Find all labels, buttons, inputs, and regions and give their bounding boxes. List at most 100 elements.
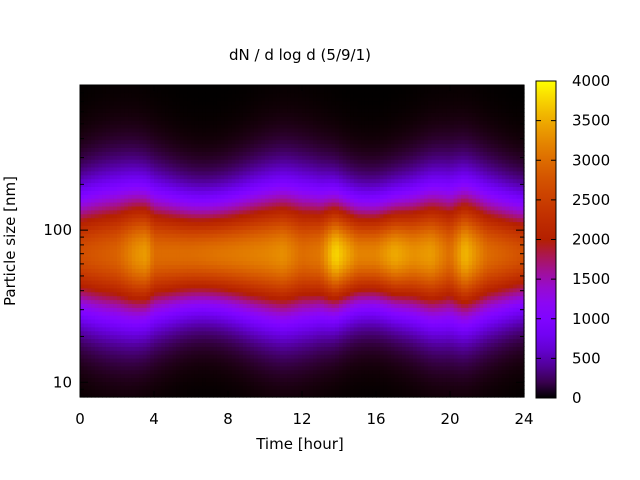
heatmap-cell [172, 346, 177, 351]
heatmap-cell [191, 264, 196, 269]
heatmap-cell [294, 354, 299, 359]
heatmap-cell [102, 124, 107, 129]
heatmap-cell [94, 299, 100, 304]
heatmap-cell [83, 299, 88, 304]
heatmap-cell [283, 291, 288, 297]
heatmap-cell [80, 377, 85, 382]
heatmap-cell [213, 178, 218, 184]
heatmap-cell [176, 233, 181, 238]
heatmap-cell [146, 311, 151, 316]
heatmap-cell [91, 276, 96, 281]
heatmap-cell [216, 213, 222, 219]
heatmap-cell [228, 120, 233, 125]
heatmap-cell [124, 244, 129, 250]
heatmap-cell [187, 225, 192, 230]
heatmap-cell [120, 326, 125, 332]
heatmap-cell [109, 186, 114, 191]
heatmap-cell [161, 190, 166, 195]
heatmap-cell [176, 194, 181, 199]
heatmap-cell [161, 178, 166, 184]
heatmap-cell [168, 131, 174, 137]
heatmap-cell [253, 186, 259, 191]
heatmap-cell [253, 358, 259, 363]
heatmap-cell [294, 295, 299, 301]
heatmap-cell [287, 135, 292, 141]
heatmap-cell [176, 330, 181, 336]
heatmap-cell [191, 322, 196, 328]
heatmap-cell [191, 354, 196, 359]
heatmap-cell [102, 315, 107, 320]
heatmap-cell [257, 268, 262, 273]
heatmap-cell [213, 233, 218, 238]
heatmap-cell [294, 244, 299, 250]
heatmap-cell [105, 124, 111, 129]
heatmap-cell [120, 229, 125, 234]
heatmap-cell [179, 373, 185, 379]
heatmap-cell [198, 209, 203, 215]
heatmap-cell [290, 233, 296, 238]
heatmap-cell [253, 213, 259, 219]
heatmap-cell [150, 127, 155, 133]
heatmap-cell [131, 264, 137, 269]
heatmap-cell [150, 178, 155, 184]
heatmap-cell [87, 186, 92, 191]
heatmap-cell [165, 303, 170, 308]
heatmap-cell [283, 85, 288, 90]
heatmap-cell [287, 322, 292, 328]
heatmap-cell [216, 252, 222, 258]
heatmap-cell [105, 96, 111, 102]
heatmap-cell [242, 124, 248, 129]
heatmap-cell [131, 209, 137, 215]
heatmap-cell [102, 198, 107, 203]
heatmap-cell [242, 233, 248, 238]
heatmap-cell [128, 198, 133, 203]
heatmap-cell [117, 127, 122, 133]
heatmap-cell [83, 272, 88, 277]
heatmap-cell [142, 389, 148, 394]
heatmap-cell [302, 163, 307, 168]
heatmap-cell [91, 100, 96, 106]
heatmap-cell [294, 112, 299, 117]
heatmap-cell [209, 229, 214, 234]
heatmap-cell [120, 131, 125, 137]
heatmap-cell [117, 155, 122, 160]
heatmap-cell [298, 350, 303, 355]
heatmap-cell [142, 287, 148, 293]
heatmap-cell [135, 358, 140, 363]
heatmap-cell [139, 322, 144, 328]
heatmap-cell [179, 307, 185, 312]
heatmap-cell [146, 338, 151, 343]
heatmap-cell [220, 319, 225, 324]
heatmap-cell [294, 190, 299, 195]
heatmap-cell [216, 303, 222, 308]
heatmap-cell [216, 295, 222, 301]
heatmap-cell [183, 237, 188, 242]
heatmap-cell [257, 96, 262, 102]
heatmap-cell [183, 151, 188, 156]
heatmap-cell [220, 311, 225, 316]
heatmap-cell [257, 166, 262, 172]
heatmap-cell [205, 393, 211, 398]
heatmap-cell [261, 202, 266, 207]
heatmap-cell [194, 88, 199, 94]
heatmap-cell [250, 213, 255, 219]
heatmap-cell [253, 241, 259, 246]
heatmap-cell [157, 291, 162, 297]
heatmap-cell [272, 182, 277, 187]
heatmap-cell [165, 389, 170, 394]
heatmap-cell [124, 268, 129, 273]
heatmap-cell [139, 96, 144, 102]
heatmap-cell [168, 248, 174, 254]
heatmap-cell [302, 381, 307, 386]
heatmap-cell [161, 287, 166, 293]
heatmap-cell [139, 393, 144, 398]
heatmap-cell [239, 127, 244, 133]
heatmap-cell [228, 194, 233, 199]
heatmap-cell [287, 365, 292, 371]
heatmap-cell [194, 182, 199, 187]
heatmap-cell [87, 170, 92, 176]
heatmap-cell [80, 280, 85, 285]
heatmap-cell [131, 221, 137, 226]
heatmap-cell [272, 186, 277, 191]
heatmap-cell [154, 135, 159, 141]
